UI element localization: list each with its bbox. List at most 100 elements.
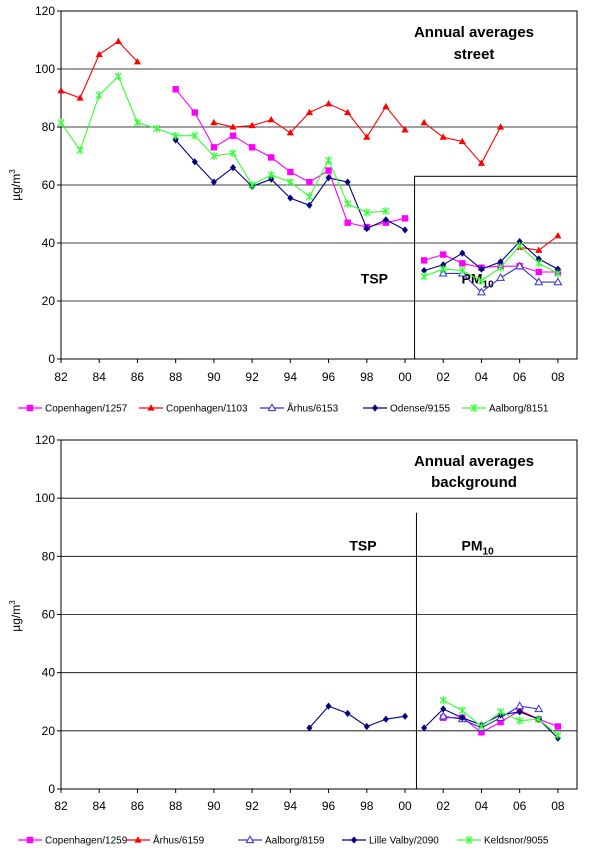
data-point [57,86,65,94]
data-point [496,263,505,272]
data-point [516,237,523,246]
legend-swatch-marker [147,404,155,411]
data-point [287,168,294,176]
data-point [382,102,390,110]
data-point [210,152,218,160]
series-2 [438,701,544,732]
data-point [114,37,122,45]
data-point [401,126,409,133]
y-axis-label-main: µg/m [9,174,23,201]
data-point [497,258,504,266]
data-point [534,277,544,286]
x-tick-label: 86 [131,799,145,813]
data-point [76,146,84,155]
data-point [344,219,351,226]
series-1 [57,37,562,253]
legend-item: Odense/9155 [363,404,450,415]
pm10-annotation-sub: 10 [483,547,495,558]
x-tick-label: 02 [437,799,451,813]
y-tick-label: 100 [35,491,55,505]
x-tick-label: 86 [131,370,145,384]
data-point [421,266,428,275]
legend-item: Copenhagen/1257 [18,404,128,415]
chart-title-line-2: street [454,46,495,63]
x-tick-label: 98 [360,799,374,813]
data-point [114,72,122,81]
y-axis-label-sup: 3 [8,169,17,174]
series-4 [439,696,562,740]
y-tick-label: 40 [42,666,56,680]
data-point [287,194,294,202]
x-tick-label: 88 [169,370,183,384]
data-point [420,272,428,281]
tsp-annotation: TSP [349,538,376,554]
data-point [248,144,256,151]
legend-label: Keldsnor/9055 [484,836,549,847]
data-point [95,91,103,100]
y-tick-label: 120 [35,433,55,447]
x-tick-label: 02 [437,370,451,384]
data-point [95,50,103,58]
legend-item: Århus/6153 [260,402,339,415]
x-tick-label: 08 [551,799,565,813]
legend-label: Copenhagen/1259 [45,836,128,847]
data-point [459,249,466,257]
y-axis-label-sup: 3 [8,600,17,605]
series-line [60,75,386,214]
data-point [439,265,447,274]
pm10-period-box [414,175,578,360]
data-point [420,257,428,264]
y-tick-label: 20 [42,724,56,738]
data-point [554,265,561,273]
series-line [423,240,559,272]
x-tick-label: 00 [398,799,412,813]
data-point [535,259,543,268]
legend-swatch-marker [267,403,277,412]
x-tick-label: 90 [207,799,221,813]
legend-label: Odense/9155 [390,404,450,415]
data-point [229,149,237,158]
data-point [325,702,332,710]
data-point [402,712,408,720]
data-point [478,729,485,736]
data-point [535,246,543,253]
pm10-annotation-sub: 10 [483,280,495,291]
x-tick-label: 90 [207,370,221,384]
data-point [363,208,371,217]
data-point [344,199,352,208]
legend-label: Copenhagen/1103 [166,404,248,415]
y-tick-label: 0 [48,352,55,366]
data-point [554,731,562,740]
data-point [305,192,314,201]
data-point [535,255,542,263]
x-tick-label: 06 [513,799,527,813]
x-tick-label: 04 [475,799,489,813]
x-tick-label: 04 [475,370,489,384]
chart-title-line-1: Annual averages [414,453,534,470]
legend-swatch-marker [26,404,34,412]
data-point [477,276,486,285]
data-point [76,94,84,101]
legend-label: Århus/6153 [287,402,339,415]
data-point [325,167,332,174]
data-point [210,118,218,126]
data-point [268,175,275,183]
data-point [229,123,237,130]
data-point [440,705,447,713]
data-point [516,708,523,716]
chart-title-line-1: Annual averages [414,24,534,41]
series-0 [172,86,562,276]
data-point [477,159,486,166]
legend-label: Aalborg/8159 [265,836,325,847]
y-tick-label: 60 [42,178,56,192]
series-line [423,708,559,739]
legend-swatch-marker [372,404,378,412]
pm10-annotation: PM10 [462,538,495,558]
legend-item: Aalborg/8151 [462,404,549,415]
legend-swatch-marker [245,835,255,844]
data-point [382,715,389,723]
data-point [421,724,428,732]
y-tick-label: 120 [35,4,55,18]
data-point [324,100,333,107]
legend-item: Copenhagen/1103 [139,404,248,415]
